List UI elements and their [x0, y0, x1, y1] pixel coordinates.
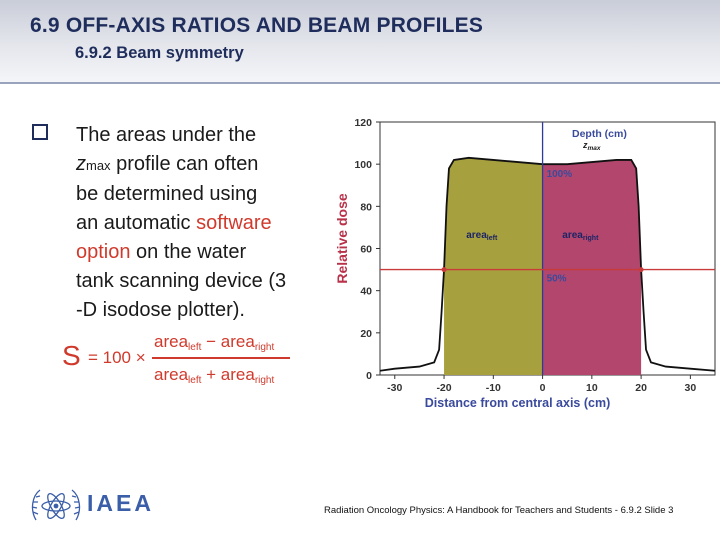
formula-symbol: S [62, 340, 81, 371]
x-tick-label: 0 [540, 382, 546, 394]
accent-text: software [196, 212, 272, 234]
formula-prefix: = 100 × [88, 348, 146, 367]
fraction-line [152, 357, 290, 359]
y-tick-label: 0 [366, 370, 372, 382]
text-line: zmax profile can often [76, 150, 338, 180]
slide-subtitle: 6.9.2 Beam symmetry [75, 44, 244, 62]
iaea-logo-text: IAEA [87, 490, 154, 516]
formula-denominator: arealeft + arearight [154, 365, 275, 386]
text-fragment: profile can often [110, 153, 259, 175]
depth-label: Depth (cm) [572, 128, 627, 140]
text-fragment: on the water [130, 241, 247, 263]
beam-profile-svg: 0 20 40 60 80 100 120 -30 -20 -10 0 10 20 30 Distance … [334, 117, 716, 410]
text-line: tank scanning device (3 [76, 270, 287, 292]
bullet-text: The areas under the zmax profile can oft… [76, 121, 338, 325]
x-tick-label: 10 [586, 382, 598, 394]
half-max-point-right [638, 267, 644, 273]
y-tick-label: 80 [360, 201, 372, 213]
y-tick-label: 120 [354, 117, 372, 129]
y-tick-label: 20 [360, 328, 372, 340]
slide-title: 6.9 OFF-AXIS RATIOS AND BEAM PROFILES [30, 14, 484, 37]
pct50-label: 50% [547, 274, 567, 285]
formula-numerator: arealeft − arearight [154, 332, 275, 353]
iaea-emblem-icon [31, 489, 81, 521]
text-line: an automatic software [76, 209, 338, 238]
text-line: -D isodose plotter). [76, 299, 245, 321]
footer-credit: Radiation Oncology Physics: A Handbook f… [324, 505, 674, 516]
y-axis-label: Relative dose [334, 193, 350, 283]
x-tick-label: 30 [685, 382, 697, 394]
area-left-fill [444, 157, 543, 375]
text-line: be determined using [76, 183, 258, 205]
area-right-fill [542, 159, 642, 375]
x-tick-label: -20 [436, 382, 451, 394]
zmax-label: zmax [582, 140, 601, 152]
text-fragment: an automatic [76, 212, 197, 234]
x-tick-label: 20 [635, 382, 647, 394]
y-tick-label: 40 [360, 286, 372, 298]
header-divider [0, 82, 720, 84]
x-tick-label: -30 [387, 382, 402, 394]
beam-profile-chart: 0 20 40 60 80 100 120 -30 -20 -10 0 10 20 30 Distance … [330, 110, 720, 415]
symmetry-formula: S = 100 × arealeft − arearight arealeft … [60, 330, 340, 390]
pct100-label: 100% [547, 169, 573, 180]
z-symbol: z [76, 153, 86, 175]
text-line: The areas under the [76, 124, 257, 146]
half-max-point-left [441, 267, 447, 273]
text-line: option on the water [76, 238, 338, 267]
area-left-label: arealeft [466, 230, 498, 242]
y-tick-label: 100 [354, 159, 372, 171]
accent-text: option [76, 241, 131, 263]
checkbox-bullet-icon [32, 124, 48, 140]
x-axis-label: Distance from central axis (cm) [425, 396, 611, 410]
z-subscript: max [86, 158, 111, 173]
x-tick-label: -10 [486, 382, 501, 394]
area-right-label: arearight [562, 230, 599, 242]
y-tick-label: 60 [360, 244, 372, 256]
header-band [0, 0, 720, 82]
